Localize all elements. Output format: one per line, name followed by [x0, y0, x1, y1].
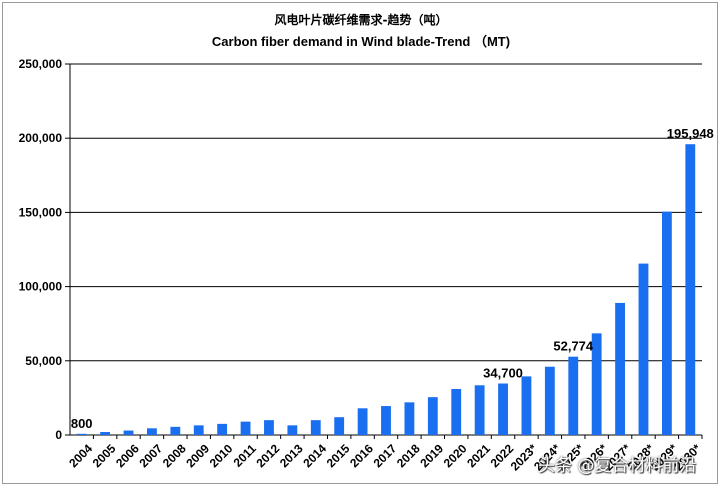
bar [685, 144, 696, 435]
x-tick-label: 2017 [371, 441, 400, 470]
x-tick-label: 2012 [254, 441, 283, 470]
x-tick-label: 2009 [183, 441, 212, 470]
watermark: 头条 @复合材料前沿 [538, 456, 697, 476]
y-tick-label: 250,000 [19, 57, 63, 71]
bar [357, 408, 368, 435]
x-tick-label: 2014 [300, 441, 329, 470]
bar [310, 420, 321, 435]
bar [381, 406, 391, 435]
gridlines [70, 63, 702, 362]
bar [498, 383, 508, 435]
bar [264, 420, 274, 435]
x-tick-label: 2013 [277, 441, 306, 470]
bar [638, 263, 649, 435]
bar [615, 302, 625, 435]
bar [76, 433, 87, 435]
data-label: 195,948 [667, 126, 714, 141]
x-tick-label: 2015 [324, 441, 353, 470]
x-tick-label: 2020 [441, 441, 470, 470]
y-tick-labels: 0 50,000 100,000 150,000 200,000 250,000 [19, 57, 63, 442]
bar [474, 385, 485, 435]
bar [193, 425, 204, 435]
bar [240, 421, 251, 435]
y-tick-label: 150,000 [19, 205, 63, 219]
data-label: 800 [71, 416, 93, 431]
bar [427, 397, 438, 435]
bar [661, 211, 672, 435]
x-tick-label: 2005 [90, 441, 119, 470]
y-tick-label: 100,000 [19, 280, 63, 294]
y-tick-label: 200,000 [19, 131, 63, 145]
y-tick-label: 50,000 [25, 354, 62, 368]
x-tick-label: 2016 [347, 441, 376, 470]
data-labels: 800 34,700 52,774 195,948 [71, 126, 714, 431]
bar [170, 426, 181, 435]
x-tick-label: 2018 [394, 441, 423, 470]
bar [521, 376, 532, 435]
x-tick-label: 2021 [464, 441, 493, 470]
bar [100, 432, 111, 435]
bar [147, 428, 157, 435]
axes [65, 63, 703, 439]
bar [217, 423, 228, 435]
y-tick-label: 0 [55, 428, 62, 442]
bar [591, 333, 602, 435]
x-tick-label: 2006 [113, 441, 142, 470]
chart-title: 风电叶片碳纤维需求-趋势（吨） [274, 13, 448, 27]
x-tick-label: 2007 [136, 441, 165, 470]
bar [334, 417, 345, 435]
bar [451, 388, 462, 435]
bar [544, 366, 555, 435]
x-tick-label: 2010 [207, 441, 236, 470]
bar [404, 402, 415, 435]
bar [287, 425, 298, 435]
data-label: 34,700 [483, 366, 523, 381]
x-tick-label: 2008 [160, 441, 189, 470]
bar [123, 430, 134, 435]
chart-subtitle: Carbon fiber demand in Wind blade-Trend … [211, 34, 511, 49]
x-tick-label: 2004 [66, 441, 95, 470]
data-label: 52,774 [553, 339, 594, 354]
x-tick-label: 2011 [231, 441, 260, 470]
x-tick-label: 2019 [417, 441, 446, 470]
bars [76, 144, 696, 435]
bar [568, 356, 579, 435]
